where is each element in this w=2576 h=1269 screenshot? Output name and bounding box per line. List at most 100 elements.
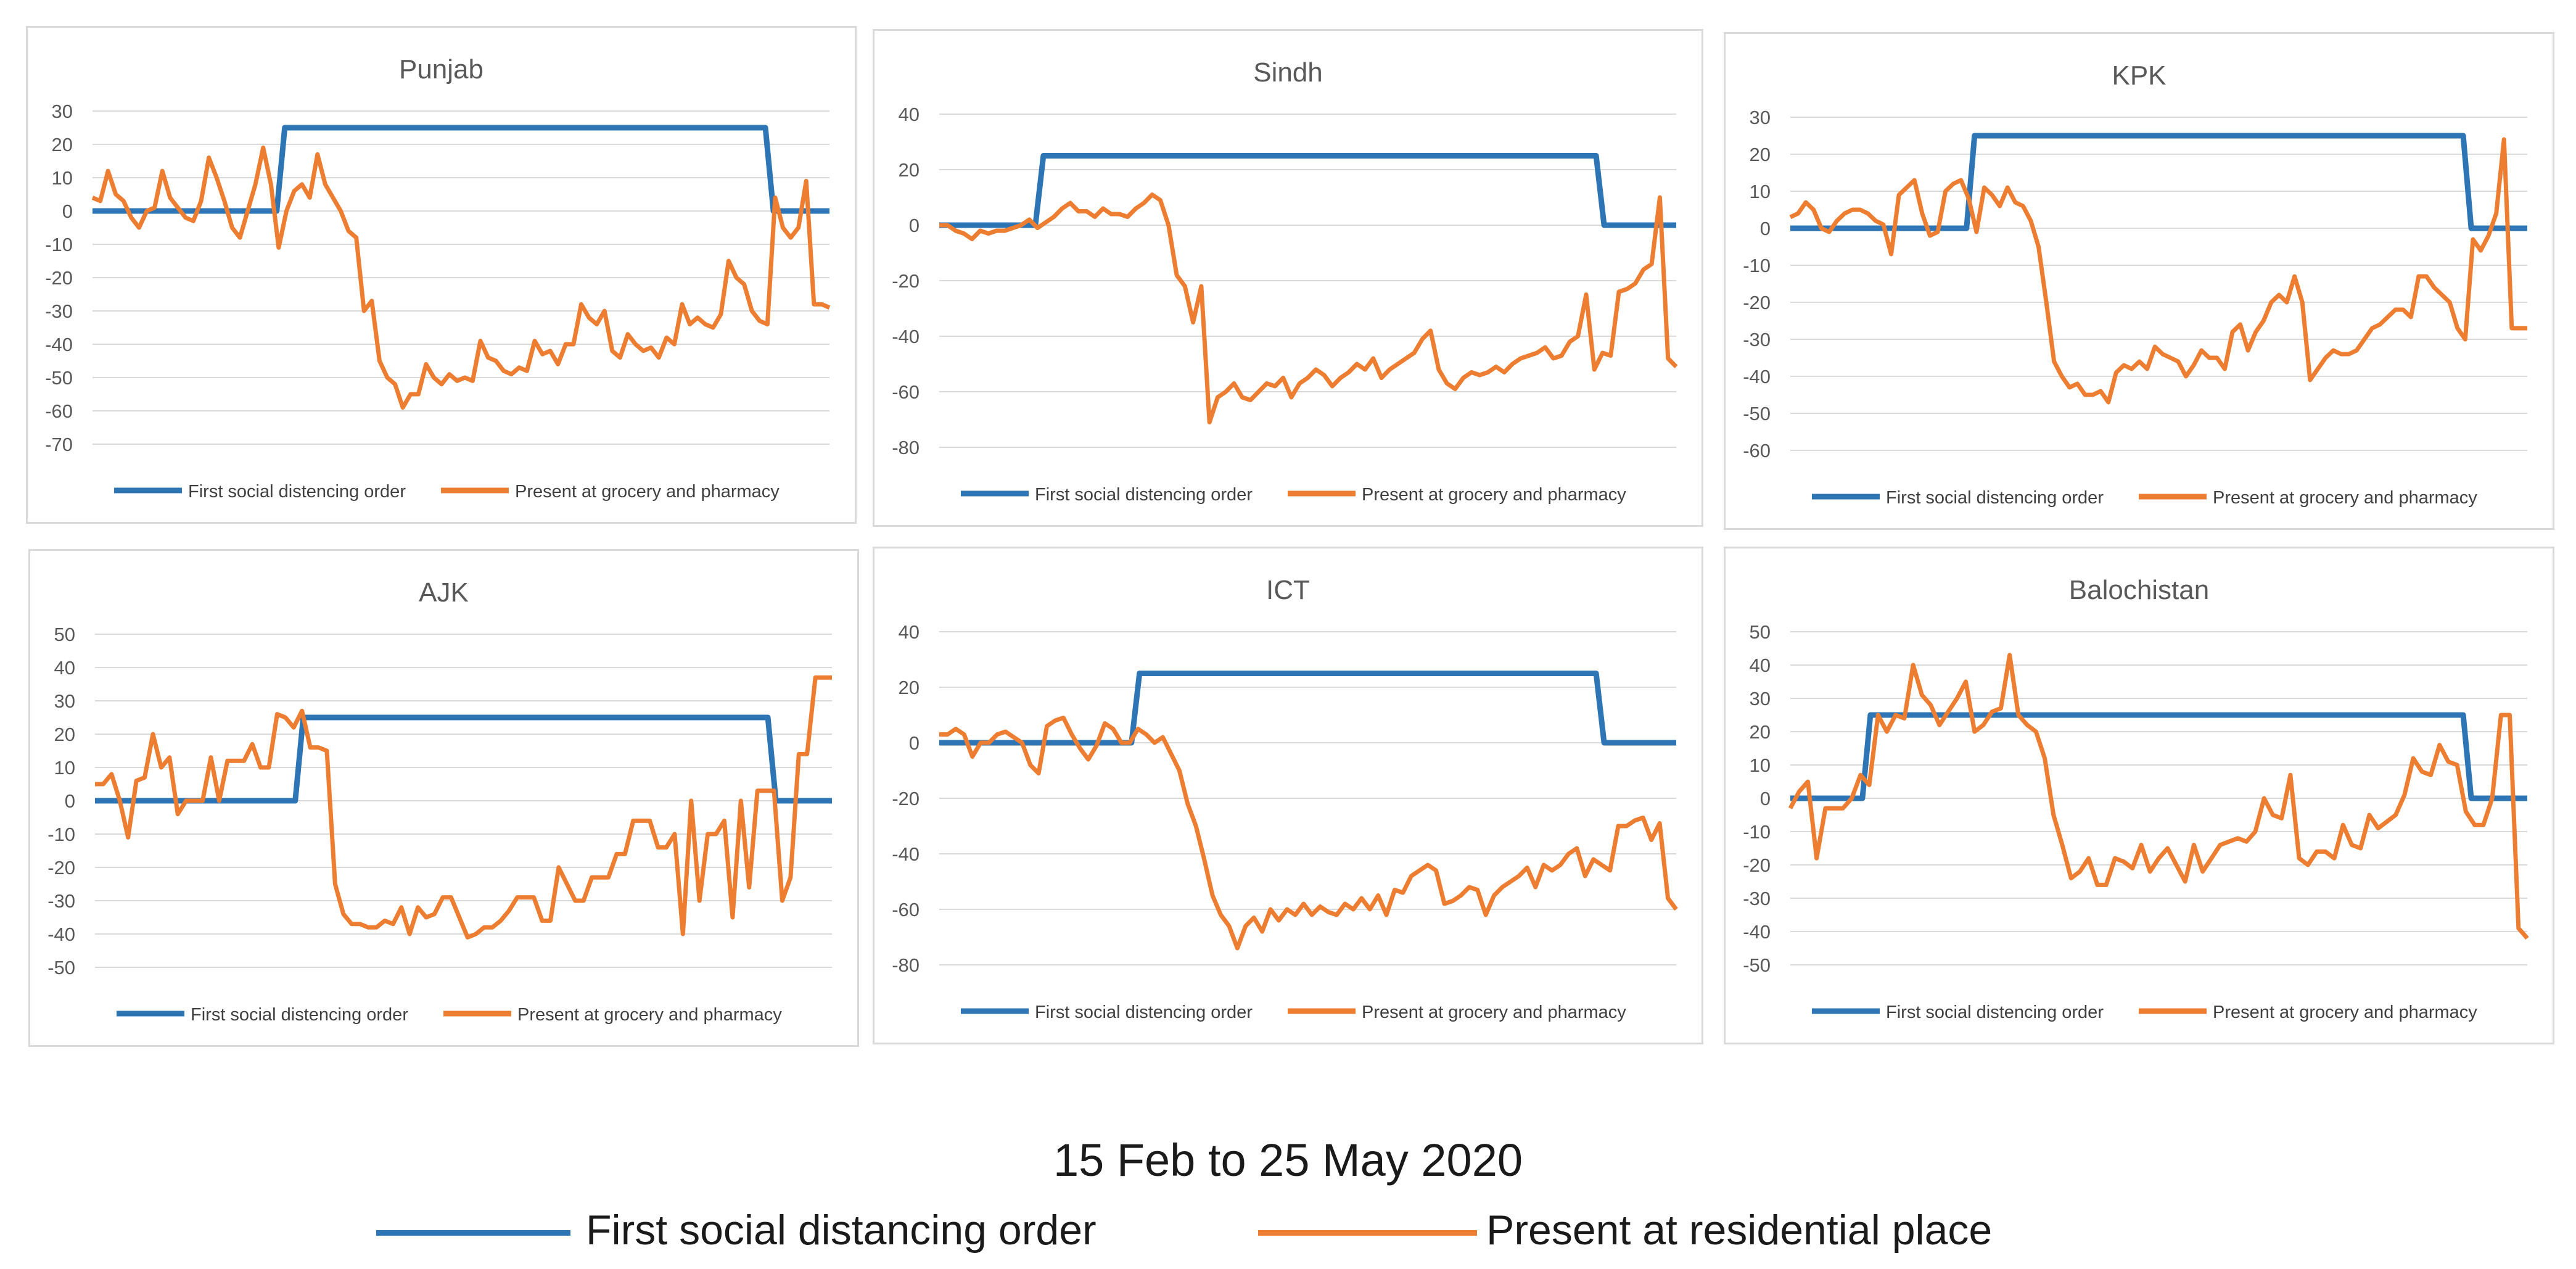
chart-title-kpk: KPK xyxy=(2112,60,2166,91)
y-tick-label-ajk: 30 xyxy=(54,690,75,712)
y-tick-label-ajk: 10 xyxy=(54,757,75,779)
y-tick-label-balochistan: 10 xyxy=(1750,754,1771,776)
legend-label-sindh-1: Present at grocery and pharmacy xyxy=(1362,485,1626,505)
y-tick-label-kpk: 30 xyxy=(1750,107,1771,128)
y-tick-label-kpk: -20 xyxy=(1743,292,1771,313)
footer-legend-label-1: First social distancing order xyxy=(586,1207,1097,1254)
y-tick-label-sindh: 40 xyxy=(899,104,920,125)
y-tick-label-kpk: 0 xyxy=(1760,218,1771,239)
y-tick-label-ajk: 0 xyxy=(65,790,75,812)
legend-label-balochistan-0: First social distencing order xyxy=(1886,1002,2104,1022)
footer-date-range: 15 Feb to 25 May 2020 xyxy=(1053,1135,1523,1186)
y-tick-label-balochistan: -30 xyxy=(1743,888,1771,909)
y-tick-label-balochistan: -10 xyxy=(1743,821,1771,843)
legend-label-balochistan-1: Present at grocery and pharmacy xyxy=(2213,1002,2477,1022)
y-tick-label-ict: -60 xyxy=(892,899,920,920)
legend-label-kpk-1: Present at grocery and pharmacy xyxy=(2213,488,2477,508)
y-tick-label-kpk: -60 xyxy=(1743,440,1771,461)
legend-label-kpk-0: First social distencing order xyxy=(1886,488,2104,508)
y-tick-label-ajk: -10 xyxy=(47,824,75,845)
y-tick-label-kpk: 20 xyxy=(1750,144,1771,165)
series-line-ajk-0 xyxy=(95,714,832,804)
chart-svg-kpk: KPK 30 20 10 0 -10 -20 -30 -40 -50 -60 First social… xyxy=(1743,60,2527,508)
chart-title-ict: ICT xyxy=(1266,575,1310,605)
series-line-ict-1 xyxy=(939,716,1678,951)
y-tick-label-punjab: 10 xyxy=(52,167,73,189)
chart-svg-punjab: Punjab 30 20 10 0 -10 -20 -30 -40 -50 -60 -70 First … xyxy=(45,54,831,502)
chart-panel-balochistan: Balochistan 50 40 30 20 10 0 -10 -20 -30 -40 -50 Fir… xyxy=(1724,547,2554,1044)
legend-label-punjab-0: First social distencing order xyxy=(188,482,406,502)
y-tick-label-balochistan: 40 xyxy=(1750,655,1771,676)
legend-label-ajk-0: First social distencing order xyxy=(191,1005,408,1025)
chart-title-sindh: Sindh xyxy=(1253,57,1323,88)
chart-svg-sindh: Sindh 40 20 0 -20 -40 -60 -80 First social diste… xyxy=(892,57,1678,505)
y-tick-label-kpk: 10 xyxy=(1750,181,1771,202)
y-tick-label-sindh: -40 xyxy=(892,326,920,347)
series-line-kpk-1 xyxy=(1789,137,2527,405)
y-tick-label-punjab: 30 xyxy=(52,101,73,122)
series-line-kpk-0 xyxy=(1790,133,2527,231)
series-line-sindh-0 xyxy=(939,153,1676,228)
y-tick-label-punjab: -60 xyxy=(45,400,73,422)
chart-title-balochistan: Balochistan xyxy=(2069,575,2209,605)
chart-panel-kpk: KPK 30 20 10 0 -10 -20 -30 -40 -50 -60 First social… xyxy=(1724,32,2554,530)
y-tick-label-balochistan: 0 xyxy=(1760,788,1771,809)
legend-label-ajk-1: Present at grocery and pharmacy xyxy=(517,1005,782,1025)
chart-panel-ict: ICT 40 20 0 -20 -40 -60 -80 First social distenc… xyxy=(873,547,1703,1044)
y-tick-label-ajk: 50 xyxy=(54,624,75,645)
y-tick-label-ajk: 40 xyxy=(54,657,75,679)
chart-svg-balochistan: Balochistan 50 40 30 20 10 0 -10 -20 -30 -40 -50 Fir… xyxy=(1743,575,2529,1022)
y-tick-label-kpk: -30 xyxy=(1743,329,1771,350)
footer-legend-line-blue xyxy=(376,1230,570,1236)
y-tick-label-sindh: -80 xyxy=(892,437,920,458)
footer-legend: First social distancing order Present at… xyxy=(0,1206,2576,1255)
series-line-sindh-1 xyxy=(939,192,1678,424)
series-line-balochistan-1 xyxy=(1788,653,2529,940)
y-tick-label-punjab: -40 xyxy=(45,334,73,355)
footer-legend-line-orange xyxy=(1258,1230,1477,1236)
chart-panel-punjab: Punjab 30 20 10 0 -10 -20 -30 -40 -50 -60 -70 First … xyxy=(26,26,857,524)
y-tick-label-sindh: -20 xyxy=(892,270,920,292)
y-tick-label-balochistan: 20 xyxy=(1750,721,1771,743)
y-tick-label-punjab: -20 xyxy=(45,267,73,289)
chart-title-ajk: AJK xyxy=(419,577,469,608)
y-tick-label-ict: 40 xyxy=(899,621,920,643)
chart-panel-ajk: AJK 50 40 30 20 10 0 -10 -20 -30 -40 -50 First socia… xyxy=(28,549,859,1047)
y-tick-label-punjab: -10 xyxy=(45,234,73,255)
y-tick-label-ajk: -20 xyxy=(47,857,75,878)
y-tick-label-ict: -40 xyxy=(892,843,920,865)
chart-panel-sindh: Sindh 40 20 0 -20 -40 -60 -80 First social diste… xyxy=(873,29,1703,527)
chart-svg-ict: ICT 40 20 0 -20 -40 -60 -80 First social distenc… xyxy=(892,575,1678,1022)
chart-title-punjab: Punjab xyxy=(399,54,484,85)
y-tick-label-balochistan: -20 xyxy=(1743,854,1771,876)
y-tick-label-ict: -80 xyxy=(892,954,920,976)
y-tick-label-sindh: 20 xyxy=(899,159,920,181)
y-tick-label-punjab: -30 xyxy=(45,300,73,322)
series-line-punjab-1 xyxy=(91,145,831,410)
y-tick-label-kpk: -10 xyxy=(1743,255,1771,276)
footer-legend-label-2: Present at residential place xyxy=(1486,1207,1993,1254)
y-tick-label-balochistan: 30 xyxy=(1750,688,1771,709)
legend-label-ict-0: First social distencing order xyxy=(1035,1002,1253,1022)
series-line-balochistan-0 xyxy=(1790,712,2527,801)
legend-label-punjab-1: Present at grocery and pharmacy xyxy=(515,482,780,502)
y-tick-label-ajk: -50 xyxy=(47,957,75,978)
y-tick-label-punjab: 0 xyxy=(62,200,73,222)
y-tick-label-sindh: -60 xyxy=(892,381,920,403)
y-tick-label-kpk: -40 xyxy=(1743,366,1771,387)
legend-label-ict-1: Present at grocery and pharmacy xyxy=(1362,1002,1626,1022)
y-tick-label-balochistan: -50 xyxy=(1743,954,1771,976)
y-tick-label-balochistan: 50 xyxy=(1750,621,1771,643)
y-tick-label-ict: 20 xyxy=(899,677,920,698)
y-tick-label-punjab: -70 xyxy=(45,434,73,455)
y-tick-label-ajk: -40 xyxy=(47,924,75,945)
chart-svg-ajk: AJK 50 40 30 20 10 0 -10 -20 -30 -40 -50 First socia… xyxy=(47,577,832,1025)
y-tick-label-sindh: 0 xyxy=(909,215,920,236)
y-tick-label-ict: -20 xyxy=(892,788,920,809)
y-tick-label-balochistan: -40 xyxy=(1743,921,1771,943)
series-line-ajk-1 xyxy=(95,675,832,940)
y-tick-label-ict: 0 xyxy=(909,732,920,754)
y-tick-label-ajk: 20 xyxy=(54,724,75,745)
y-tick-label-punjab: -50 xyxy=(45,367,73,389)
y-tick-label-kpk: -50 xyxy=(1743,403,1771,424)
